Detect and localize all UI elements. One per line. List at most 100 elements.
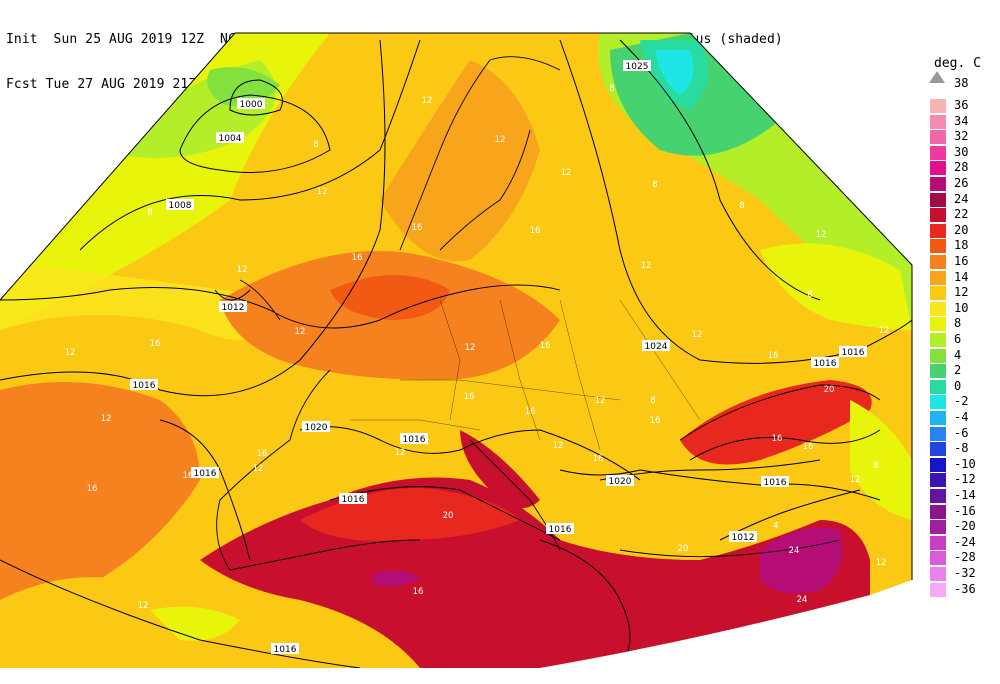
dewpoint-label: 16 [530,226,541,236]
isobar-label-bg [546,523,574,534]
legend-item: 6 [930,332,1000,348]
legend-item: -16 [930,504,1000,520]
legend-label: -24 [954,534,976,549]
legend-item: 16 [930,254,1000,270]
legend-swatch [930,364,946,379]
legend-label: 10 [954,300,969,315]
legend-item: -32 [930,566,1000,582]
legend-swatch [930,582,946,597]
legend-label: -14 [954,488,976,502]
isobar-labels: 1025 1000 1004 1008 1012 1016 1024 1016 1016 1020… [130,60,867,655]
isobar-label: 1004 [219,134,242,144]
legend-label: -20 [954,519,976,534]
legend-swatch [930,535,946,550]
legend-label: 22 [954,207,969,222]
legend-item: 22 [930,207,1000,223]
legend-item: -28 [930,550,1000,566]
dewpoint-label: 16 [540,341,551,351]
legend-item: -8 [930,441,1000,457]
dewpoint-label: 12 [101,414,112,424]
map-border [0,32,913,580]
dewpoint-label: 12 [395,448,406,458]
isobar-label-bg [237,98,265,109]
dewpoint-label: 12 [138,601,149,611]
dewpoint-label: 12 [495,135,506,145]
legend-swatch [930,223,946,238]
dewpoint-label: 16 [464,392,475,402]
dewpoint-label: 24 [789,546,800,556]
dewpoint-label: 16 [772,434,783,444]
legend-swatch [930,145,946,160]
isobar-label-bg [130,379,158,390]
shade-scandinavia [380,60,540,262]
legend-label: -6 [954,425,969,440]
dewpoint-label: 8 [147,208,152,218]
legend-label: 12 [954,285,969,300]
legend-swatch [930,551,946,566]
dewpoint-label: 16 [593,454,604,464]
legend-label: 16 [954,254,969,268]
isobar-label: 1020 [305,423,328,433]
isobar-label-bg [729,531,757,542]
legend-swatch [930,426,946,441]
legend-label: -8 [954,441,969,456]
coastlines [214,56,881,571]
dewpoint-label: 20 [678,544,689,554]
dewpoint-label: 8 [650,396,655,406]
legend-swatch [930,473,946,488]
legend-item: 30 [930,145,1000,161]
isobar-label: 1012 [222,303,245,313]
dewpoint-label: 12 [422,96,433,106]
dewpoint-label: 12 [253,464,264,474]
dewpoint-label: 16 [412,223,423,233]
legend-label: -36 [954,581,976,596]
legend-item: -2 [930,394,1000,410]
dewpoint-label: 8 [652,180,657,190]
legend-label: 20 [954,222,969,237]
isobar-label: 1016 [764,478,787,488]
isobar-label-bg [606,475,634,486]
legend-swatch [930,504,946,519]
legend-swatch [930,114,946,129]
dewpoint-label: 16 [183,471,194,481]
legend-swatch [930,255,946,269]
dewpoint-label: 12 [317,187,328,197]
dewpoint-label: 12 [553,441,564,451]
dewpoint-label: 16 [150,339,161,349]
dewpoint-label: 12 [65,348,76,358]
dewpoint-label: 8 [739,201,744,211]
legend-swatch [930,567,946,581]
dewpoint-labels: 12 8 8 12 12 16 12 16 12 16 12 16 12 16 8 12 8 12 16 16 12 12… [65,84,890,611]
isobar-label: 1020 [609,477,632,487]
isobar-label-bg [761,476,789,487]
legend-label: -28 [954,550,976,565]
legend-label: 8 [954,316,962,331]
dewpoint-label: 16 [650,416,661,426]
isobar-label: 1025 [626,62,649,72]
legend-label: 14 [954,269,969,284]
shade-cyan-northeast [655,50,694,95]
dewpoint-label: 16 [257,449,268,459]
isobar-label: 1016 [403,435,426,445]
legend-swatch [930,208,946,223]
legend-label: 26 [954,176,969,190]
legend-item: 18 [930,238,1000,254]
legend-label: 0 [954,378,962,393]
legend-top-arrow-icon [929,71,945,83]
isobar-label-bg [339,493,367,504]
legend-label: -10 [954,456,976,471]
legend-item: -6 [930,426,1000,442]
legend-item: -10 [930,457,1000,473]
legend-label: -16 [954,503,976,518]
legend-swatch [930,99,946,113]
dewpoint-label: 4 [773,521,778,531]
legend-swatch [930,411,946,425]
legend-item: -20 [930,519,1000,535]
dewpoint-label: 12 [295,327,306,337]
dewpoint-label: 12 [641,261,652,271]
legend-label: 32 [954,129,969,144]
legend-swatch [930,348,946,363]
legend-item: 12 [930,285,1000,301]
isobar-label-bg [400,433,428,444]
isobar-label: 1016 [194,469,217,479]
